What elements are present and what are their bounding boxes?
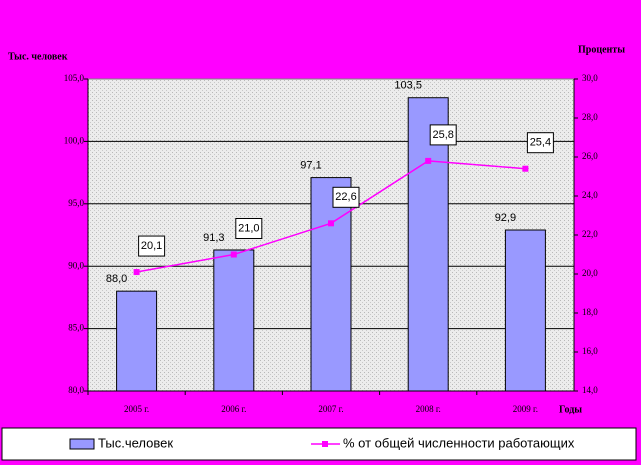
value-label-box <box>332 186 360 208</box>
y-tick-label: 80,0 <box>68 385 84 395</box>
value-label-box <box>138 235 166 257</box>
y2-tick-label: 24,0 <box>582 190 598 200</box>
line-marker <box>425 157 432 164</box>
y2-tick-label: 16,0 <box>582 346 598 356</box>
y2-tick-label: 20,0 <box>582 268 598 278</box>
x-tick-label: 2007 г. <box>318 404 343 414</box>
line-marker <box>230 251 237 258</box>
line-value-label: 20,1 <box>141 240 162 252</box>
line-value-label: 25,8 <box>432 129 453 141</box>
line-value-label: 25,4 <box>530 137 551 149</box>
value-label-box <box>235 218 263 239</box>
legend-label: Тыс.человек <box>98 435 173 450</box>
x-tick-label: 2009 г. <box>513 404 538 414</box>
line-value-label: 22,6 <box>335 191 356 203</box>
y-tick-label: 95,0 <box>68 198 84 208</box>
x-tick-label: 2005 г. <box>124 404 149 414</box>
bar <box>504 229 546 392</box>
value-label-box <box>526 132 554 154</box>
line-marker <box>328 220 334 227</box>
bar <box>310 177 352 392</box>
y-tick-label: 90,0 <box>68 260 84 270</box>
y-tick-label: 105,0 <box>64 73 85 83</box>
y2-tick-label: 30,0 <box>582 73 598 83</box>
legend-label: % от общей численности работающих <box>343 435 575 450</box>
x-tick-label: 2008 г. <box>416 404 441 414</box>
x-tick-label: 2006 г. <box>221 404 246 414</box>
bar <box>407 97 449 392</box>
value-label-box <box>429 124 457 146</box>
line-value-label: 21,0 <box>238 222 259 234</box>
bar-value-label: 97,1 <box>300 159 321 171</box>
y2-axis-title: Проценты <box>578 44 625 55</box>
y-axis-title: Тыс. человек <box>8 51 68 62</box>
bar-value-label: 103,5 <box>394 80 422 92</box>
y2-tick-label: 22,0 <box>582 229 598 239</box>
y2-tick-label: 28,0 <box>582 112 598 122</box>
x-axis-title: Годы <box>559 404 582 415</box>
bar-value-label: 92,9 <box>495 212 516 224</box>
y2-tick-label: 18,0 <box>582 307 598 317</box>
legend-marker <box>322 441 328 447</box>
bar <box>116 290 158 392</box>
legend-swatch <box>69 438 95 450</box>
line-marker <box>522 165 529 172</box>
bar-value-label: 88,0 <box>106 273 127 285</box>
line-marker <box>133 269 140 276</box>
bar <box>213 249 255 392</box>
bar-value-label: 91,3 <box>203 232 224 244</box>
y2-tick-label: 26,0 <box>582 151 598 161</box>
y-tick-label: 100,0 <box>64 135 85 145</box>
y2-tick-label: 14,0 <box>582 385 598 395</box>
y-tick-label: 85,0 <box>68 323 84 333</box>
